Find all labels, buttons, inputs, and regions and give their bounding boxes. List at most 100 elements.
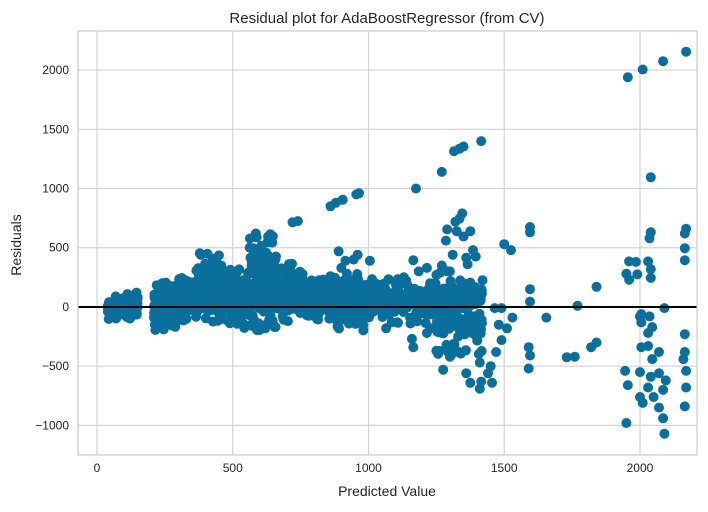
data-point (277, 264, 288, 275)
data-point (365, 307, 375, 318)
data-point (344, 289, 354, 299)
data-point (253, 274, 264, 285)
y-tick-label: 1000 (42, 182, 69, 196)
data-point (636, 342, 647, 353)
data-point (413, 266, 424, 277)
data-point (444, 266, 455, 277)
data-point (334, 323, 344, 334)
data-point (259, 288, 270, 298)
data-point (525, 284, 535, 295)
data-point (250, 228, 261, 239)
data-point (679, 401, 690, 412)
data-point (392, 317, 402, 328)
x-tick-label: 500 (223, 461, 243, 475)
data-point (459, 329, 470, 340)
data-point (149, 307, 160, 318)
data-point (493, 319, 504, 330)
data-point (465, 377, 476, 388)
data-point (474, 357, 485, 368)
data-point (477, 275, 488, 286)
data-point (476, 136, 487, 147)
data-point (465, 226, 476, 237)
data-point (269, 322, 280, 333)
data-point (569, 351, 580, 362)
y-tick-label: −500 (42, 359, 69, 373)
data-point (622, 380, 633, 391)
data-point (281, 295, 292, 306)
data-point (287, 273, 298, 284)
data-point (245, 320, 256, 330)
data-point (358, 325, 369, 336)
data-point (379, 278, 390, 289)
data-point (127, 310, 138, 321)
data-point (446, 297, 457, 307)
data-point (635, 392, 645, 402)
data-point (224, 318, 235, 329)
y-tick-label: 0 (62, 300, 69, 314)
data-point (658, 413, 669, 424)
data-point (197, 265, 208, 276)
data-point (261, 253, 272, 264)
x-axis-label: Predicted Value (338, 483, 436, 499)
data-point (636, 317, 647, 328)
data-point (431, 345, 442, 356)
data-point (444, 320, 455, 331)
data-point (654, 347, 664, 357)
data-point (458, 231, 469, 242)
data-point (647, 322, 658, 333)
data-point (636, 309, 647, 320)
data-point (561, 352, 572, 363)
data-point (447, 249, 458, 260)
data-point (681, 365, 692, 376)
x-tick-label: 2000 (627, 461, 654, 475)
data-point (278, 314, 289, 325)
data-point (523, 342, 534, 353)
y-tick-label: 1500 (42, 122, 69, 136)
data-point (450, 216, 461, 227)
data-point (444, 351, 455, 362)
data-point (246, 267, 257, 278)
data-point (654, 368, 664, 379)
data-point (398, 290, 409, 301)
data-point (473, 349, 484, 359)
data-point (443, 284, 454, 295)
data-point (645, 371, 656, 382)
data-point (470, 251, 481, 262)
data-point (209, 277, 220, 288)
data-point (181, 313, 192, 324)
data-point (463, 280, 474, 291)
data-point (348, 254, 359, 265)
data-point (244, 310, 255, 321)
data-point (336, 300, 347, 311)
data-point (253, 296, 264, 307)
data-point (502, 323, 512, 334)
data-point (353, 274, 364, 285)
data-point (632, 269, 643, 280)
data-point (645, 264, 656, 275)
plot-area (78, 31, 697, 455)
data-point (262, 237, 273, 248)
data-point (445, 276, 456, 286)
data-point (158, 324, 169, 334)
data-point (496, 335, 507, 346)
data-point (431, 270, 442, 280)
data-point (248, 251, 259, 261)
data-point (408, 342, 419, 353)
data-point (351, 189, 362, 200)
data-point (462, 259, 473, 270)
data-point (287, 217, 298, 228)
data-point (442, 224, 453, 235)
data-point (273, 303, 284, 314)
data-point (525, 350, 535, 361)
data-point (180, 305, 191, 316)
data-point (487, 377, 497, 388)
data-point (472, 335, 483, 346)
x-tick-label: 1000 (355, 461, 382, 475)
tick-labels: 0 500 1000 1500 2000 −1000 −500 0 500 1000 1500 200… (35, 63, 653, 475)
data-point (523, 363, 534, 374)
data-point (411, 183, 421, 194)
data-point (383, 288, 394, 299)
data-point (461, 368, 472, 379)
data-point (681, 382, 692, 393)
data-point (460, 345, 471, 356)
